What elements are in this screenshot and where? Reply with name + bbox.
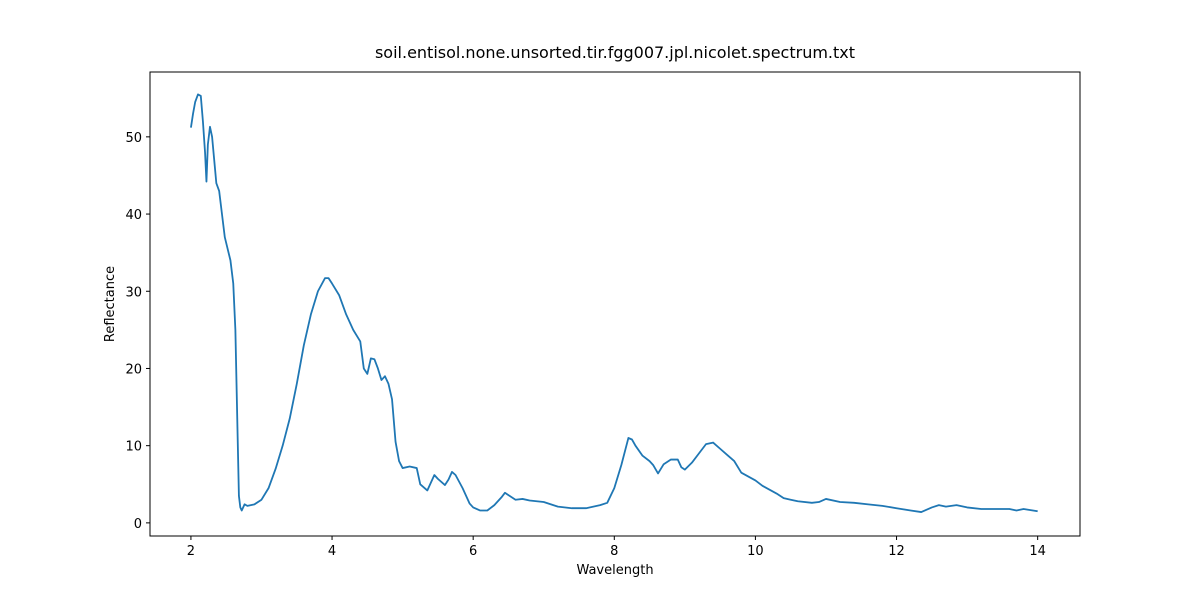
x-tick-label: 6 bbox=[469, 544, 477, 559]
chart-title: soil.entisol.none.unsorted.tir.fgg007.jp… bbox=[375, 43, 855, 62]
y-axis-label: Reflectance bbox=[103, 266, 118, 342]
y-tick-label: 10 bbox=[125, 440, 142, 455]
x-tick-label: 8 bbox=[610, 544, 618, 559]
axes-frame bbox=[149, 71, 1081, 537]
x-tick-label: 2 bbox=[187, 544, 195, 559]
plot-area bbox=[190, 93, 1038, 513]
x-tick-label: 12 bbox=[888, 544, 905, 559]
x-tick-label: 10 bbox=[747, 544, 764, 559]
spectrum-line bbox=[190, 93, 1038, 513]
x-tick-label: 14 bbox=[1029, 544, 1046, 559]
y-tick-label: 20 bbox=[125, 362, 142, 377]
x-axis-label: Wavelength bbox=[576, 563, 653, 578]
y-tick-label: 50 bbox=[125, 131, 142, 146]
y-tick-label: 0 bbox=[134, 517, 142, 532]
y-tick-label: 30 bbox=[125, 285, 142, 300]
x-tick-label: 4 bbox=[328, 544, 336, 559]
y-tick-label: 40 bbox=[125, 208, 142, 223]
